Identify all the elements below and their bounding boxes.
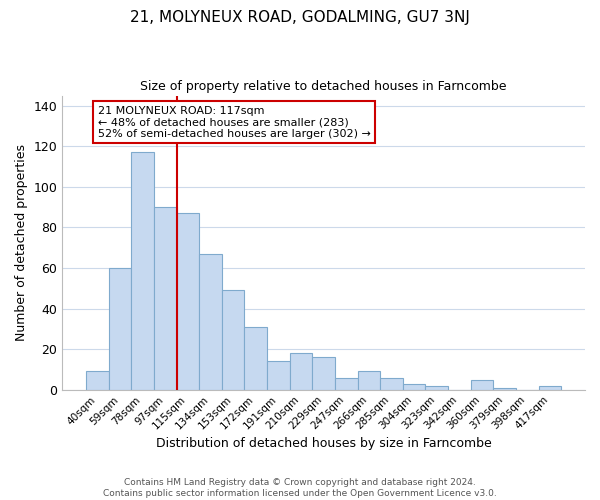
Bar	[493, 388, 516, 390]
Bar	[335, 378, 358, 390]
Bar	[244, 327, 267, 390]
Bar	[471, 380, 493, 390]
Text: 21, MOLYNEUX ROAD, GODALMING, GU7 3NJ: 21, MOLYNEUX ROAD, GODALMING, GU7 3NJ	[130, 10, 470, 25]
Bar	[539, 386, 561, 390]
Text: Contains HM Land Registry data © Crown copyright and database right 2024.
Contai: Contains HM Land Registry data © Crown c…	[103, 478, 497, 498]
Bar	[222, 290, 244, 390]
Bar	[86, 372, 109, 390]
Title: Size of property relative to detached houses in Farncombe: Size of property relative to detached ho…	[140, 80, 507, 93]
Bar	[154, 207, 176, 390]
X-axis label: Distribution of detached houses by size in Farncombe: Distribution of detached houses by size …	[156, 437, 491, 450]
Bar	[290, 353, 313, 390]
Bar	[313, 358, 335, 390]
Bar	[267, 362, 290, 390]
Bar	[358, 372, 380, 390]
Bar	[199, 254, 222, 390]
Bar	[403, 384, 425, 390]
Bar	[131, 152, 154, 390]
Bar	[176, 213, 199, 390]
Y-axis label: Number of detached properties: Number of detached properties	[15, 144, 28, 341]
Bar	[380, 378, 403, 390]
Text: 21 MOLYNEUX ROAD: 117sqm
← 48% of detached houses are smaller (283)
52% of semi-: 21 MOLYNEUX ROAD: 117sqm ← 48% of detach…	[98, 106, 370, 139]
Bar	[109, 268, 131, 390]
Bar	[425, 386, 448, 390]
